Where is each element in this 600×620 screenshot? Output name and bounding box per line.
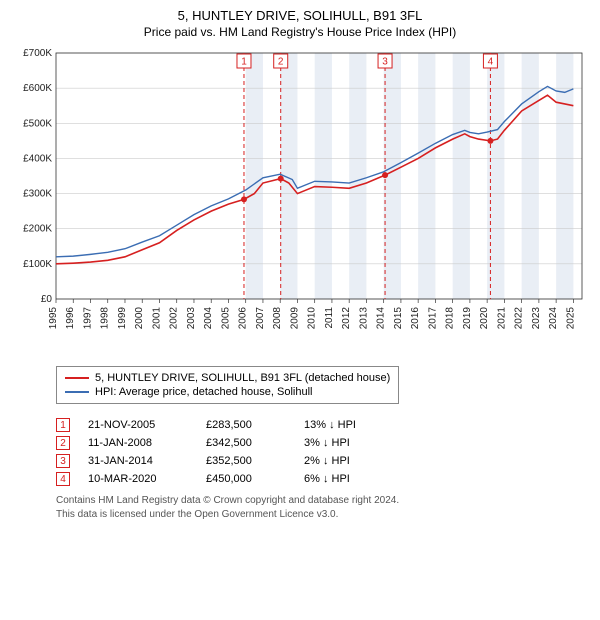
- chart-area: £0 £100K £200K £300K £400K £500K £600K £700K 199…: [10, 45, 590, 360]
- svg-text:£300K: £300K: [23, 189, 52, 200]
- svg-text:2012: 2012: [341, 307, 352, 330]
- svg-text:£400K: £400K: [23, 153, 52, 164]
- svg-text:1996: 1996: [65, 307, 76, 330]
- svg-text:£200K: £200K: [23, 224, 52, 235]
- svg-text:2013: 2013: [358, 307, 369, 330]
- svg-text:4: 4: [488, 57, 494, 68]
- svg-text:2025: 2025: [565, 307, 576, 330]
- legend-swatch: [65, 391, 89, 393]
- svg-text:£500K: £500K: [23, 118, 52, 129]
- chart-container: 5, HUNTLEY DRIVE, SOLIHULL, B91 3FL Pric…: [0, 0, 600, 531]
- legend: 5, HUNTLEY DRIVE, SOLIHULL, B91 3FL (det…: [56, 366, 399, 404]
- svg-text:2004: 2004: [203, 307, 214, 330]
- transaction-marker: 3: [56, 454, 70, 468]
- svg-text:2023: 2023: [531, 307, 542, 330]
- svg-text:2017: 2017: [427, 307, 438, 330]
- transaction-diff: 13% ↓ HPI: [304, 419, 394, 431]
- svg-text:2022: 2022: [514, 307, 525, 330]
- svg-text:1999: 1999: [117, 307, 128, 330]
- svg-text:£100K: £100K: [23, 259, 52, 270]
- svg-text:2019: 2019: [462, 307, 473, 330]
- transaction-row: 1 21-NOV-2005 £283,500 13% ↓ HPI: [56, 416, 590, 434]
- legend-label: HPI: Average price, detached house, Soli…: [95, 386, 313, 398]
- svg-text:1995: 1995: [48, 307, 59, 330]
- svg-text:2003: 2003: [186, 307, 197, 330]
- svg-text:£600K: £600K: [23, 83, 52, 94]
- svg-text:1: 1: [241, 57, 247, 68]
- svg-text:2000: 2000: [134, 307, 145, 330]
- svg-text:1997: 1997: [82, 307, 93, 330]
- svg-text:2011: 2011: [324, 307, 335, 329]
- svg-text:2007: 2007: [255, 307, 266, 330]
- svg-text:2016: 2016: [410, 307, 421, 330]
- svg-text:2008: 2008: [272, 307, 283, 330]
- footnote-line2: This data is licensed under the Open Gov…: [56, 508, 590, 522]
- transaction-marker: 4: [56, 472, 70, 486]
- line-chart-svg: £0 £100K £200K £300K £400K £500K £600K £700K 199…: [10, 45, 590, 355]
- chart-title: 5, HUNTLEY DRIVE, SOLIHULL, B91 3FL: [10, 8, 590, 23]
- svg-text:2018: 2018: [445, 307, 456, 330]
- svg-text:2020: 2020: [479, 307, 490, 330]
- transaction-row: 2 11-JAN-2008 £342,500 3% ↓ HPI: [56, 434, 590, 452]
- svg-text:2009: 2009: [289, 307, 300, 330]
- transaction-row: 3 31-JAN-2014 £352,500 2% ↓ HPI: [56, 452, 590, 470]
- svg-text:2005: 2005: [220, 307, 231, 330]
- transaction-price: £283,500: [206, 419, 286, 431]
- transaction-diff: 6% ↓ HPI: [304, 473, 394, 485]
- svg-text:2002: 2002: [169, 307, 180, 330]
- transaction-diff: 2% ↓ HPI: [304, 455, 394, 467]
- svg-text:2001: 2001: [151, 307, 162, 330]
- transaction-price: £352,500: [206, 455, 286, 467]
- footnote-line1: Contains HM Land Registry data © Crown c…: [56, 494, 590, 508]
- svg-text:2024: 2024: [548, 307, 559, 330]
- legend-item: HPI: Average price, detached house, Soli…: [65, 385, 390, 399]
- transaction-diff: 3% ↓ HPI: [304, 437, 394, 449]
- transaction-row: 4 10-MAR-2020 £450,000 6% ↓ HPI: [56, 470, 590, 488]
- svg-text:2015: 2015: [393, 307, 404, 330]
- chart-subtitle: Price paid vs. HM Land Registry's House …: [10, 25, 590, 39]
- transaction-date: 11-JAN-2008: [88, 437, 188, 449]
- legend-item: 5, HUNTLEY DRIVE, SOLIHULL, B91 3FL (det…: [65, 371, 390, 385]
- svg-text:2014: 2014: [376, 307, 387, 330]
- svg-text:3: 3: [382, 57, 388, 68]
- legend-label: 5, HUNTLEY DRIVE, SOLIHULL, B91 3FL (det…: [95, 372, 390, 384]
- transaction-marker: 2: [56, 436, 70, 450]
- svg-text:£700K: £700K: [23, 48, 52, 59]
- transaction-marker: 1: [56, 418, 70, 432]
- svg-text:2021: 2021: [496, 307, 507, 330]
- footnote: Contains HM Land Registry data © Crown c…: [56, 494, 590, 521]
- svg-text:2010: 2010: [307, 307, 318, 330]
- transaction-price: £450,000: [206, 473, 286, 485]
- svg-text:2006: 2006: [238, 307, 249, 330]
- transaction-date: 21-NOV-2005: [88, 419, 188, 431]
- transaction-date: 10-MAR-2020: [88, 473, 188, 485]
- svg-text:£0: £0: [41, 294, 53, 305]
- transactions-table: 1 21-NOV-2005 £283,500 13% ↓ HPI 2 11-JAN-200…: [56, 416, 590, 488]
- transaction-price: £342,500: [206, 437, 286, 449]
- legend-swatch: [65, 377, 89, 379]
- svg-text:1998: 1998: [100, 307, 111, 330]
- svg-text:2: 2: [278, 57, 284, 68]
- transaction-date: 31-JAN-2014: [88, 455, 188, 467]
